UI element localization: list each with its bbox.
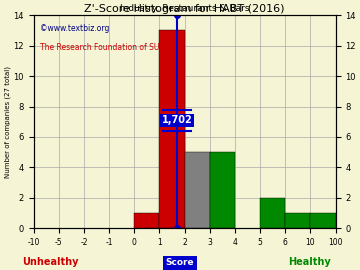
Text: Industry: Restaurants & Bars: Industry: Restaurants & Bars — [120, 4, 249, 13]
Text: ©www.textbiz.org: ©www.textbiz.org — [40, 24, 109, 33]
Bar — [159, 31, 185, 228]
Text: Healthy: Healthy — [288, 257, 331, 267]
Title: Z'-Score Histogram for HABT (2016): Z'-Score Histogram for HABT (2016) — [84, 5, 285, 15]
Bar — [310, 213, 336, 228]
Text: The Research Foundation of SUNY: The Research Foundation of SUNY — [40, 43, 170, 52]
Y-axis label: Number of companies (27 total): Number of companies (27 total) — [4, 66, 11, 178]
Bar — [260, 198, 285, 228]
Bar — [185, 152, 210, 228]
Text: 1,702: 1,702 — [162, 115, 193, 125]
Text: Unhealthy: Unhealthy — [22, 257, 78, 267]
Bar — [285, 213, 310, 228]
Bar — [134, 213, 159, 228]
Text: Score: Score — [166, 258, 194, 267]
Bar — [210, 152, 235, 228]
